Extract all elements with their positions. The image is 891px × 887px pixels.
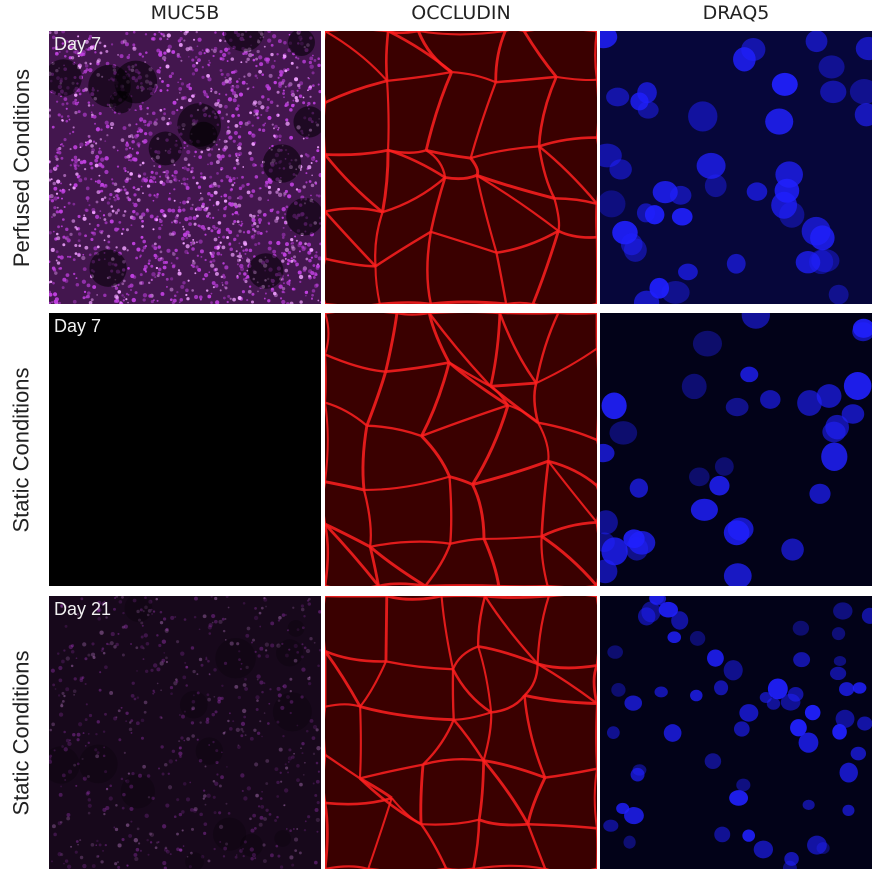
row-label-1: Perfused Conditions [0, 31, 44, 304]
micrograph-muc5b-row3: Day 21 [49, 596, 321, 869]
column-header-occludin: OCCLUDIN [411, 2, 511, 24]
micrograph-occludin-row2 [325, 313, 597, 586]
row-label-text: Perfused Conditions [9, 68, 34, 267]
day-label: Day 7 [54, 316, 102, 336]
column-header-draq5: DRAQ5 [702, 2, 770, 24]
micrograph-draq5-row1 [600, 31, 872, 304]
micrograph-muc5b-row1: Day 7 [49, 31, 321, 304]
row-label-3: Static Conditions [0, 596, 44, 869]
day-label: Day 21 [54, 599, 112, 619]
day-label: Day 7 [54, 34, 102, 54]
column-header-muc5b: MUC5B [150, 2, 220, 24]
micrograph-muc5b-row2: Day 7 [49, 313, 321, 586]
row-label-text: Static Conditions [9, 649, 34, 816]
micrograph-occludin-row3 [325, 596, 597, 869]
micrograph-draq5-row3 [600, 596, 872, 869]
row-label-2: Static Conditions [0, 313, 44, 586]
row-label-text: Static Conditions [9, 366, 34, 533]
micrograph-occludin-row1 [325, 31, 597, 304]
micrograph-draq5-row2 [600, 313, 872, 586]
